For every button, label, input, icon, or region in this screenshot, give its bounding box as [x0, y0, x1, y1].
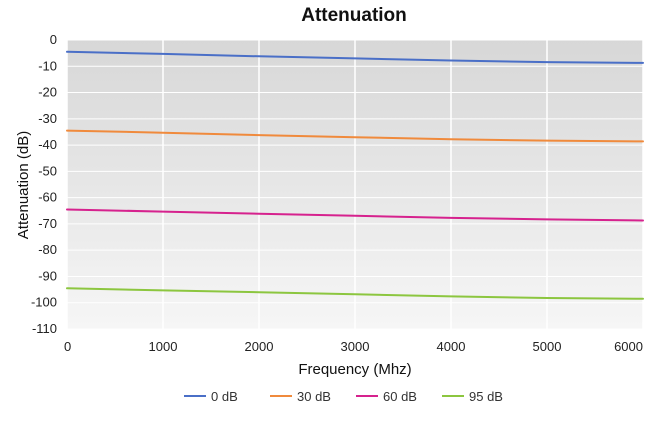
- series-line-3: [66, 287, 644, 300]
- series-lines: [66, 50, 644, 300]
- y-tick-label-2: -20: [38, 85, 57, 100]
- series-line-2: [66, 208, 644, 222]
- x-tick-label-0: 0: [64, 339, 71, 354]
- chart-title: Attenuation: [301, 5, 407, 26]
- x-tick-label-5: 5000: [533, 339, 562, 354]
- x-tick-label-4: 4000: [437, 339, 466, 354]
- legend-label-3: 95 dB: [469, 389, 503, 404]
- y-tick-label-7: -70: [38, 216, 57, 231]
- y-axis-ticks: 0 -10 -20 -30 -40 -50 -60 -70 -80 -90 -100 -110: [31, 32, 57, 336]
- y-tick-label-0: 0: [50, 32, 57, 47]
- y-tick-label-4: -40: [38, 137, 57, 152]
- series-line-1: [66, 129, 644, 143]
- y-tick-label-6: -60: [38, 190, 57, 205]
- legend-item-1: 30 dB: [270, 389, 331, 404]
- x-axis-label: Frequency (Mhz): [298, 361, 411, 378]
- legend-label-1: 30 dB: [297, 389, 331, 404]
- legend: 0 dB 30 dB 60 dB 95 dB: [184, 389, 503, 404]
- series-line-0: [66, 50, 644, 64]
- y-tick-label-8: -80: [38, 242, 57, 257]
- x-axis-ticks: 0 1000 2000 3000 4000 5000 6000: [64, 339, 643, 354]
- x-tick-label-1: 1000: [149, 339, 178, 354]
- y-axis-label: Attenuation (dB): [15, 131, 32, 239]
- legend-item-3: 95 dB: [442, 389, 503, 404]
- legend-label-0: 0 dB: [211, 389, 238, 404]
- y-tick-label-3: -30: [38, 111, 57, 126]
- legend-item-0: 0 dB: [184, 389, 238, 404]
- y-tick-label-5: -50: [38, 163, 57, 178]
- x-tick-label-2: 2000: [245, 339, 274, 354]
- y-tick-label-10: -100: [31, 295, 57, 310]
- grid-lines: [66, 39, 644, 330]
- y-tick-label-11: -110: [32, 321, 57, 336]
- x-tick-label-6: 6000: [614, 339, 643, 354]
- y-tick-label-9: -90: [38, 268, 57, 283]
- x-tick-label-3: 3000: [341, 339, 370, 354]
- y-tick-label-1: -10: [38, 58, 57, 73]
- legend-label-2: 60 dB: [383, 389, 417, 404]
- legend-item-2: 60 dB: [356, 389, 417, 404]
